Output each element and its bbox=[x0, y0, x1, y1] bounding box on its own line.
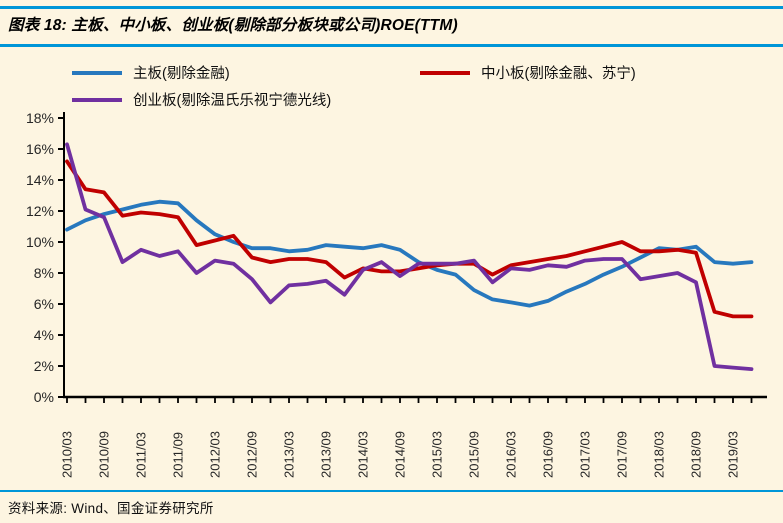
chinext-line-swatch bbox=[72, 97, 122, 102]
x-tick-label: 2015/09 bbox=[467, 431, 482, 478]
legend-label-main-board: 主板(剔除金融) bbox=[133, 66, 230, 82]
y-tick-label: 6% bbox=[34, 296, 54, 312]
x-tick-label: 2016/03 bbox=[504, 431, 519, 478]
chart-legend: 主板(剔除金融) 中小板(剔除金融、苏宁) 创业板(剔除温氏乐视宁德光线) bbox=[72, 59, 762, 113]
main-board-line bbox=[65, 199, 754, 308]
y-tick-label: 8% bbox=[34, 265, 54, 281]
x-tick-label: 2018/09 bbox=[689, 431, 704, 478]
figure-title: 图表 18: 主板、中小板、创业板(剔除部分板块或公司)ROE(TTM) bbox=[8, 17, 458, 34]
x-tick-label: 2014/03 bbox=[356, 431, 371, 478]
legend-item-chinext: 创业板(剔除温氏乐视宁德光线) bbox=[72, 86, 420, 113]
data-source-note: 资料来源: Wind、国金证券研究所 bbox=[8, 501, 214, 516]
legend-label-chinext: 创业板(剔除温氏乐视宁德光线) bbox=[133, 93, 332, 109]
legend-item-sme-board: 中小板(剔除金融、苏宁) bbox=[420, 59, 636, 86]
x-tick-label: 2014/09 bbox=[393, 431, 408, 478]
legend-row: 主板(剔除金融) 中小板(剔除金融、苏宁) bbox=[72, 59, 762, 86]
y-tick-label: 10% bbox=[26, 234, 54, 250]
x-tick-label: 2013/03 bbox=[282, 431, 297, 478]
x-tick-label: 2017/09 bbox=[615, 431, 630, 478]
sme-board-line-swatch bbox=[420, 70, 470, 75]
y-axis-ticks: 0% 2% 4% 6% 8% 10% 12% 14% 16% 18% bbox=[26, 110, 64, 405]
x-tick-label: 2010/09 bbox=[97, 431, 112, 478]
legend-item-main-board: 主板(剔除金融) bbox=[72, 59, 420, 86]
y-tick-label: 12% bbox=[26, 203, 54, 219]
chinext-line bbox=[65, 142, 754, 372]
x-axis-ticks: 2010/03 2010/09 2011/03 2011/09 2012/03 2012/… bbox=[60, 397, 753, 478]
y-tick-label: 16% bbox=[26, 141, 54, 157]
y-tick-label: 2% bbox=[34, 358, 54, 374]
y-tick-label: 4% bbox=[34, 327, 54, 343]
y-tick-label: 18% bbox=[26, 110, 54, 126]
title-divider bbox=[0, 44, 783, 47]
y-tick-label: 0% bbox=[34, 389, 54, 405]
top-divider bbox=[0, 6, 783, 9]
x-tick-label: 2010/03 bbox=[60, 431, 75, 478]
y-tick-label: 14% bbox=[26, 172, 54, 188]
main-board-line-swatch bbox=[72, 70, 122, 75]
x-tick-label: 2013/09 bbox=[319, 431, 334, 478]
x-tick-label: 2017/03 bbox=[578, 431, 593, 478]
sme-board-line bbox=[65, 159, 754, 319]
x-tick-label: 2011/03 bbox=[134, 432, 149, 478]
x-tick-label: 2019/03 bbox=[726, 431, 741, 478]
legend-row: 创业板(剔除温氏乐视宁德光线) bbox=[72, 86, 762, 113]
footer-divider bbox=[0, 490, 783, 492]
x-tick-label: 2015/03 bbox=[430, 431, 445, 478]
x-tick-label: 2012/03 bbox=[208, 431, 223, 478]
legend-label-sme-board: 中小板(剔除金融、苏宁) bbox=[481, 66, 636, 82]
x-tick-label: 2016/09 bbox=[541, 431, 556, 478]
x-tick-label: 2011/09 bbox=[171, 432, 186, 478]
x-tick-label: 2012/09 bbox=[245, 431, 260, 478]
x-tick-label: 2018/03 bbox=[652, 431, 667, 478]
